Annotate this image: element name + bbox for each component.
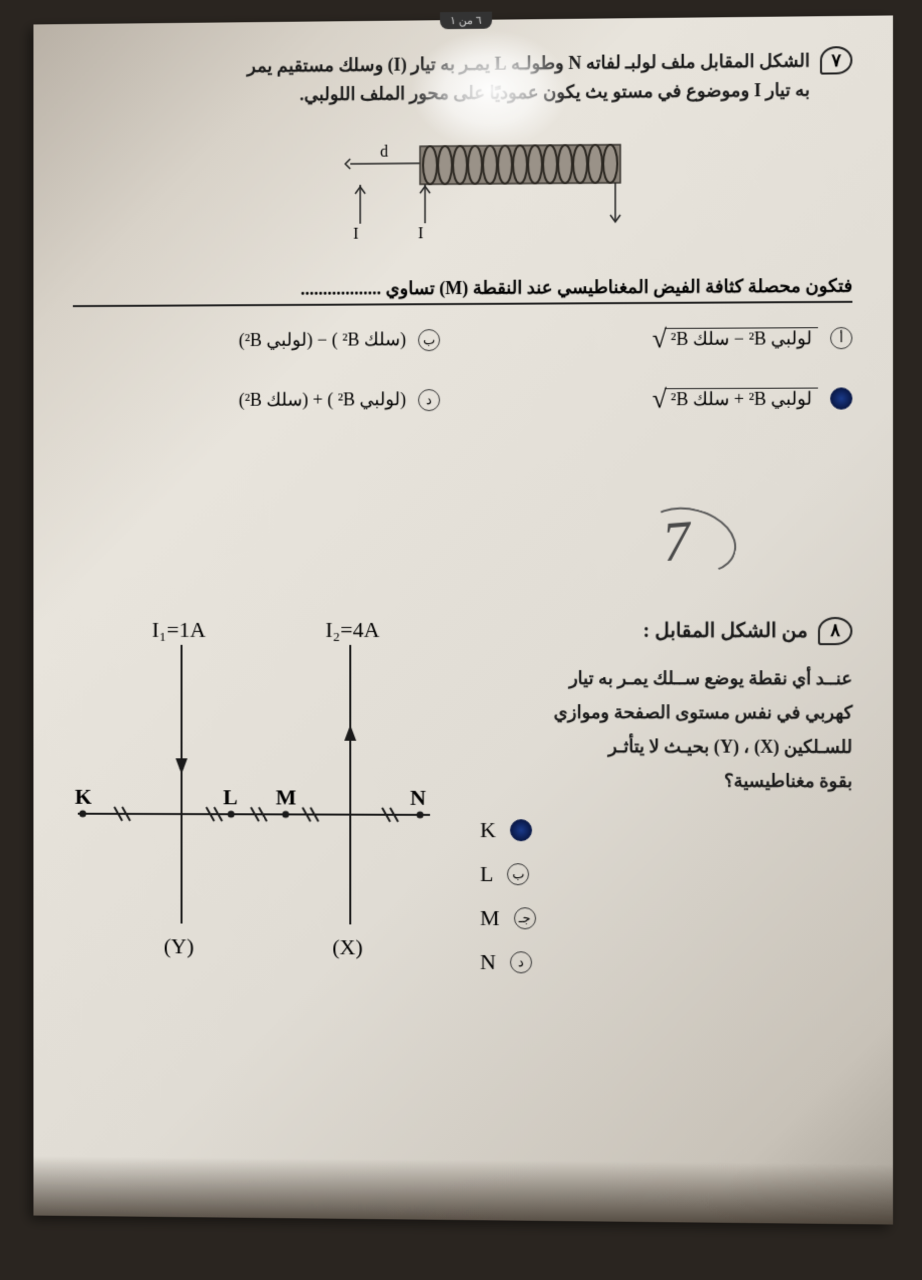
option-bullet-a: أ — [830, 327, 852, 349]
solenoid-figure: d — [73, 124, 853, 250]
q8-option-K: K — [480, 817, 532, 843]
q8-number: ٨ — [818, 617, 852, 645]
point-M: M — [276, 784, 297, 809]
sqrt-icon: √ لولبي ²B + سلك ²B — [652, 383, 818, 414]
d-label: d — [380, 143, 388, 160]
point-N: N — [410, 784, 426, 809]
point-K: K — [75, 783, 92, 808]
q7-option-d: د (لولبي ²B ) + (سلك ²B) — [73, 385, 440, 416]
q7-line2: به تيار I وموضوع في مستو يث يكون عموديًا… — [73, 75, 810, 111]
q7-text: الشكل المقابل ملف لولبـ لفاته N وطولـه L… — [73, 47, 810, 112]
I1-label: I₁=1A — [152, 617, 206, 642]
option-bullet-L: ب — [507, 864, 529, 886]
exam-page: ٦ من ١ الشكل المقابل ملف لولبـ لفاته N و… — [33, 15, 893, 1224]
option-bullet-b: ب — [418, 329, 440, 351]
point-L: L — [223, 784, 238, 809]
question-7: الشكل المقابل ملف لولبـ لفاته N وطولـه L… — [73, 46, 853, 416]
I-right: I — [418, 225, 423, 242]
q8-header-text: من الشكل المقابل : — [643, 615, 808, 647]
option-bullet-d: د — [418, 389, 440, 411]
option-bullet-N: د — [510, 952, 532, 974]
q8-option-L: ب L — [480, 861, 530, 887]
page-indicator: ٦ من ١ — [440, 12, 492, 30]
q7-option-c: √ لولبي ²B + سلك ²B — [480, 383, 852, 415]
q8-option-N: د N — [480, 949, 532, 975]
q7-result-text: فتكون محصلة كثافة الفيض المغناطيسي عند ا… — [73, 275, 853, 306]
q8-line3: للسـلكين (X) ، (Y) بحيـث لا يتأثـر — [480, 729, 852, 764]
option-bullet-c-marked — [830, 387, 852, 409]
wires-figure: I₁=1A I₂=4A — [73, 615, 450, 980]
q7-option-b: ب (سلك ²B ) − (لولبي ²B) — [73, 325, 440, 357]
option-bullet-M: جـ — [514, 908, 536, 930]
q8-opt-M-text: M — [480, 905, 500, 931]
q7-number: ٧ — [820, 46, 852, 74]
wire-Y-label: (Y) — [164, 933, 194, 958]
solenoid-svg: d — [281, 126, 641, 249]
q8-line4: بقوة مغناطيسية؟ — [480, 763, 852, 798]
option-bullet-K-marked — [510, 820, 532, 842]
handwritten-annotation: 7 — [660, 508, 694, 574]
q8-text-column: ٨ من الشكل المقابل : عنــد أي نقطة يوضع … — [480, 615, 852, 983]
q8-options: K ب L جـ M د N — [480, 817, 852, 977]
I-left: I — [353, 225, 358, 242]
q8-line1: عنــد أي نقطة يوضع ســلك يمـر به تيار — [480, 661, 852, 696]
q8-line2: كهربي في نفس مستوى الصفحة وموازي — [480, 695, 852, 730]
I2-label: I₂=4A — [325, 617, 379, 642]
wire-X-label: (X) — [332, 934, 362, 959]
q8-body: عنــد أي نقطة يوضع ســلك يمـر به تيار كه… — [480, 661, 852, 799]
q8-opt-L-text: L — [480, 861, 493, 887]
question-8: I₁=1A I₂=4A — [73, 615, 853, 983]
q8-option-M: جـ M — [480, 905, 536, 931]
wires-svg: I₁=1A I₂=4A — [73, 615, 450, 975]
q7-opt-b-text: (سلك ²B ) − (لولبي ²B) — [239, 329, 406, 351]
page-bottom-shadow — [33, 1156, 893, 1225]
q8-opt-K-text: K — [480, 817, 496, 843]
sqrt-icon: √ لولبي ²B − سلك ²B — [652, 323, 818, 354]
q7-options: أ √ لولبي ²B − سلك ²B ب (سلك ²B ) − (لول… — [73, 323, 853, 416]
q7-opt-d-text: (لولبي ²B ) + (سلك ²B) — [239, 389, 406, 411]
q8-opt-N-text: N — [480, 949, 496, 975]
q7-option-a: أ √ لولبي ²B − سلك ²B — [480, 323, 852, 355]
